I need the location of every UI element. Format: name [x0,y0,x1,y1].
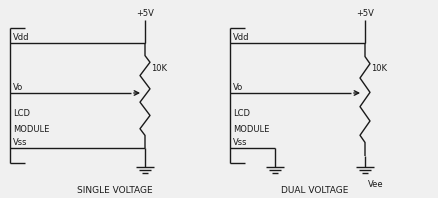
Text: MODULE: MODULE [13,126,49,134]
Text: Vss: Vss [13,138,28,147]
Text: Vo: Vo [233,83,243,92]
Text: 10K: 10K [370,64,386,72]
Text: 10K: 10K [151,64,166,72]
Text: Vdd: Vdd [233,33,249,42]
Text: LCD: LCD [13,109,30,117]
Text: +5V: +5V [355,9,373,18]
Text: +5V: +5V [136,9,154,18]
Text: LCD: LCD [233,109,249,117]
Text: Vo: Vo [13,83,23,92]
Text: DUAL VOLTAGE: DUAL VOLTAGE [281,186,348,195]
Text: Vdd: Vdd [13,33,29,42]
Text: MODULE: MODULE [233,126,269,134]
Text: SINGLE VOLTAGE: SINGLE VOLTAGE [77,186,152,195]
Text: Vss: Vss [233,138,247,147]
Text: Vee: Vee [367,180,383,189]
